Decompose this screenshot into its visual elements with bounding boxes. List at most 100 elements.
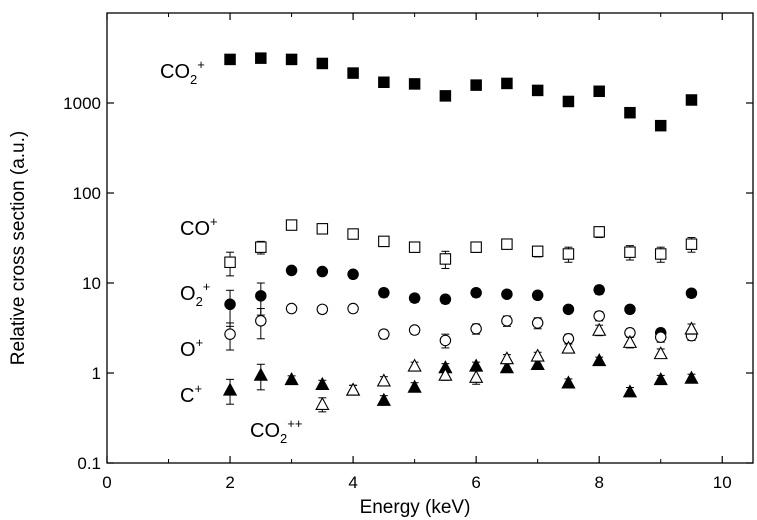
series-cp [222, 353, 699, 406]
data-point [316, 265, 329, 278]
data-point [469, 358, 484, 372]
data-point [316, 303, 329, 316]
data-point [622, 384, 638, 398]
data-point [531, 317, 544, 329]
x-tick-label: 6 [471, 473, 480, 492]
data-point [593, 85, 605, 98]
data-point [622, 334, 638, 348]
data-point [654, 119, 667, 132]
data-point [499, 360, 515, 374]
data-point [255, 52, 267, 64]
data-point [222, 382, 238, 396]
species-labels: CO2+ CO+ O2+ O+ C+ CO2++ [160, 57, 302, 446]
species-label-cop: CO+ [180, 214, 218, 240]
data-point [408, 78, 421, 90]
data-point [378, 76, 390, 89]
y-tick-label: 1000 [63, 94, 101, 113]
data-point [224, 53, 236, 66]
data-point [347, 67, 359, 79]
data-point [685, 238, 698, 250]
data-point [593, 310, 605, 322]
series-co2p [224, 52, 698, 132]
data-point [255, 290, 267, 302]
data-point [653, 346, 668, 360]
plot-frame [106, 12, 754, 464]
x-tick-label: 10 [713, 473, 732, 492]
series-layer [222, 52, 699, 413]
data-point [684, 321, 699, 335]
data-point [562, 95, 575, 108]
data-point [562, 248, 575, 260]
data-point [285, 264, 298, 277]
data-point [531, 289, 544, 302]
data-point [315, 376, 330, 390]
data-point [407, 379, 422, 393]
data-point [501, 77, 513, 90]
data-point [470, 79, 482, 91]
species-label-op: O+ [180, 335, 203, 361]
species-label-co2p: CO2+ [160, 57, 205, 87]
tick-labels: 0 2 4 6 8 10 0.1 1 10 100 1000 [63, 94, 732, 492]
y-tick-label: 0.1 [77, 454, 101, 473]
data-point [316, 57, 329, 70]
data-point [531, 245, 544, 258]
series-co2pp [315, 321, 699, 413]
data-point [224, 328, 236, 340]
species-label-cp: C+ [180, 381, 202, 407]
series-o2p [224, 264, 698, 339]
x-tick-label: 2 [225, 473, 234, 492]
data-point [470, 323, 482, 335]
series-op [224, 302, 698, 351]
species-label-co2pp: CO2++ [250, 416, 302, 446]
axes [106, 12, 754, 464]
data-point [285, 302, 298, 315]
data-point [378, 286, 390, 299]
data-point [439, 90, 452, 102]
data-point [224, 256, 236, 269]
x-tick-label: 0 [102, 473, 111, 492]
data-point [378, 235, 390, 248]
data-point [561, 375, 576, 389]
data-point [470, 241, 482, 253]
x-tick-label: 8 [594, 473, 603, 492]
data-point [438, 367, 453, 381]
data-point [255, 241, 267, 253]
data-point [593, 226, 605, 238]
data-point [685, 287, 698, 299]
data-point [439, 334, 452, 347]
data-point [654, 248, 667, 260]
data-point [530, 356, 545, 371]
y-tick-label: 10 [82, 274, 101, 293]
y-tick-label: 100 [73, 184, 101, 203]
data-point [561, 340, 576, 354]
species-label-o2p: O2+ [180, 279, 210, 309]
data-point [593, 284, 605, 296]
data-point [285, 53, 298, 66]
data-point [439, 293, 452, 305]
data-point [315, 396, 330, 410]
data-point [530, 348, 545, 362]
data-point [592, 322, 607, 336]
data-point [562, 303, 575, 316]
y-axis-title: Relative cross section (a.u.) [8, 131, 29, 365]
data-point [624, 106, 636, 119]
data-point [253, 367, 268, 381]
data-point [624, 303, 636, 316]
data-point [469, 369, 484, 383]
x-tick-label: 4 [348, 473, 357, 492]
data-point [284, 372, 299, 386]
data-point [531, 84, 544, 97]
data-point [316, 223, 329, 235]
data-point [378, 328, 390, 340]
y-tick-label: 1 [92, 364, 101, 383]
data-point [470, 286, 482, 299]
data-point [439, 253, 452, 265]
data-point [592, 353, 607, 367]
data-point [345, 382, 361, 396]
data-point [407, 358, 422, 372]
series-cop [224, 219, 698, 277]
data-point [347, 228, 359, 240]
data-point [408, 324, 421, 336]
data-point [653, 372, 668, 386]
